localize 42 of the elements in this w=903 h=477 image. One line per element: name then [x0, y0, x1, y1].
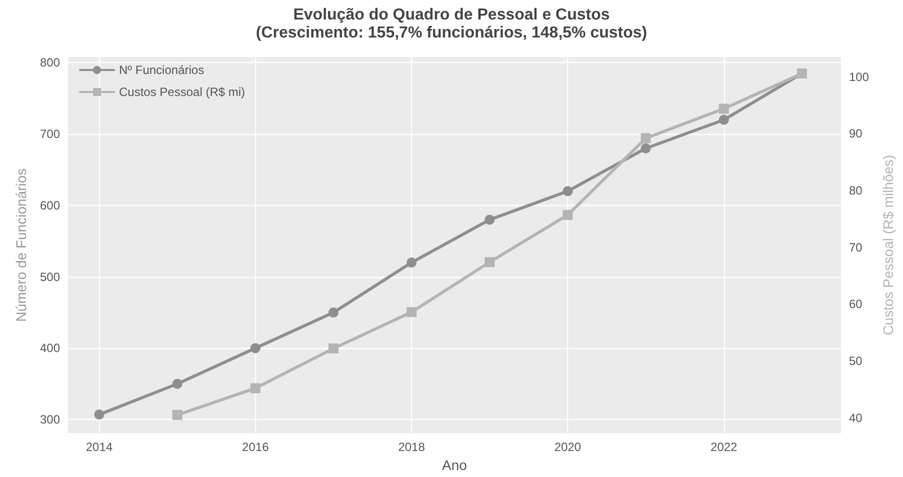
point: [562, 186, 573, 196]
y-tick-label: 300: [40, 412, 60, 427]
point: [172, 410, 182, 420]
y-tick-label: 600: [40, 198, 60, 212]
point: [484, 214, 495, 225]
x-tick-label: 2020: [554, 440, 582, 454]
y2-tick-label: 50: [849, 354, 863, 368]
point: [406, 258, 417, 268]
y-tick-label: 800: [40, 56, 60, 70]
point: [640, 143, 651, 154]
point: [94, 410, 104, 420]
point: [172, 378, 182, 389]
point: [640, 133, 651, 144]
x-tick-label: 2014: [86, 440, 113, 454]
y-tick-label: 700: [40, 127, 60, 142]
point: [406, 307, 417, 318]
y-axis-title: Número de Funcionários: [13, 168, 29, 322]
point: [250, 343, 260, 354]
legend-label: Custos Pessoal (R$ mi): [119, 85, 246, 99]
y2-tick-label: 70: [849, 240, 863, 254]
legend-label: Nº Funcionários: [119, 63, 204, 77]
y2-tick-label: 80: [849, 184, 863, 198]
y2-tick-label: 90: [849, 126, 863, 141]
point: [328, 307, 338, 318]
y-tick-label: 400: [40, 341, 60, 356]
chart-title: Evolução do Quadro de Pessoal e Custos: [293, 6, 610, 24]
point: [484, 257, 495, 268]
x-tick-label: 2022: [710, 440, 738, 454]
x-tick-label: 2018: [398, 440, 426, 454]
x-tick-label: 2016: [242, 440, 270, 454]
y2-tick-label: 40: [849, 410, 863, 425]
y-tick-label: 500: [40, 270, 60, 284]
x-axis-title: Ano: [442, 457, 468, 473]
y2-tick-label: 60: [849, 297, 863, 312]
point: [562, 210, 573, 220]
chart-subtitle: (Crescimento: 155,7% funcionários, 148,5% custos): [256, 24, 648, 42]
point: [250, 383, 260, 394]
y2-tick-label: 100: [849, 70, 870, 84]
y2-axis-title: Custos Pessoal (R$ milhões): [880, 154, 896, 336]
point: [328, 343, 338, 354]
point: [718, 104, 729, 114]
point: [718, 114, 729, 125]
